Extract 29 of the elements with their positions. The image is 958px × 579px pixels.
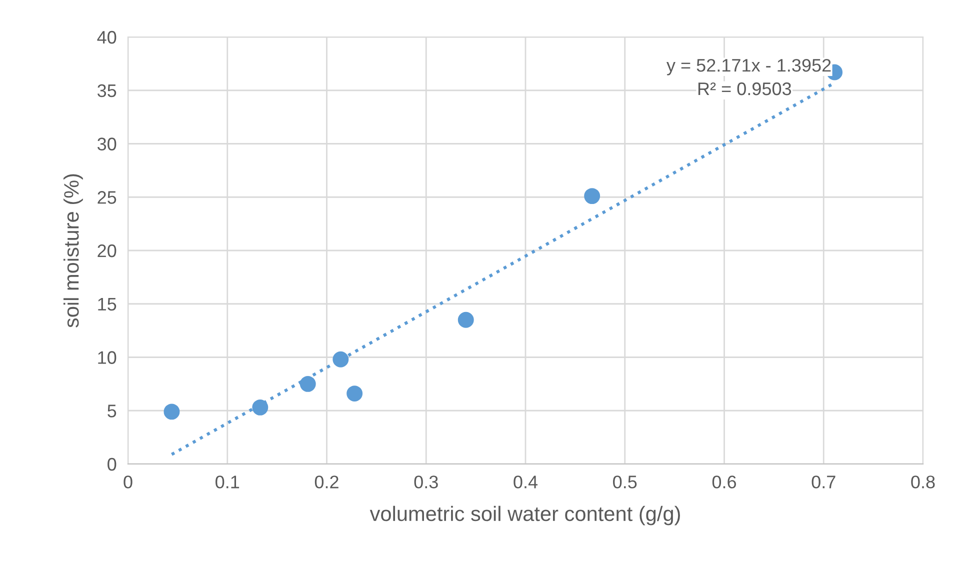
point (252, 399, 268, 416)
y-tick-label: 25 (98, 191, 116, 204)
point (584, 188, 600, 204)
y-tick-label: 5 (108, 404, 116, 418)
point (458, 312, 474, 328)
annotation: R² = 0.9503 (698, 82, 792, 96)
y-tick-label: 15 (98, 298, 116, 311)
annotation: y = 52.171x - 1.3952 (666, 58, 831, 76)
x-tick-label: 0.5 (613, 476, 637, 488)
x-tick-label: 0 (124, 476, 132, 488)
y-tick-label: 0 (108, 458, 116, 471)
x-tick-label: 0.8 (911, 476, 935, 488)
point (164, 404, 180, 420)
point (346, 386, 363, 402)
y-tick-label: 10 (98, 351, 116, 364)
y-tick-label: 40 (97, 30, 116, 44)
x-tick-label: 0.7 (812, 476, 836, 488)
x-tick-label: 0.3 (414, 476, 438, 488)
y-axis-title: soil moisture (%) (64, 174, 83, 328)
y-tick-label: 20 (98, 244, 116, 258)
y-tick-label: 30 (97, 138, 116, 150)
point (300, 376, 316, 392)
point (332, 351, 349, 368)
x-tick-label: 0.4 (514, 476, 538, 488)
y-tick-label: 35 (97, 84, 116, 98)
x-tick-label: 0.1 (216, 476, 240, 488)
x-tick-label: 0.6 (712, 476, 736, 488)
x-tick-label: 0.2 (314, 476, 338, 488)
x-axis-title: volumetric soil water content (g/g) (370, 506, 680, 526)
